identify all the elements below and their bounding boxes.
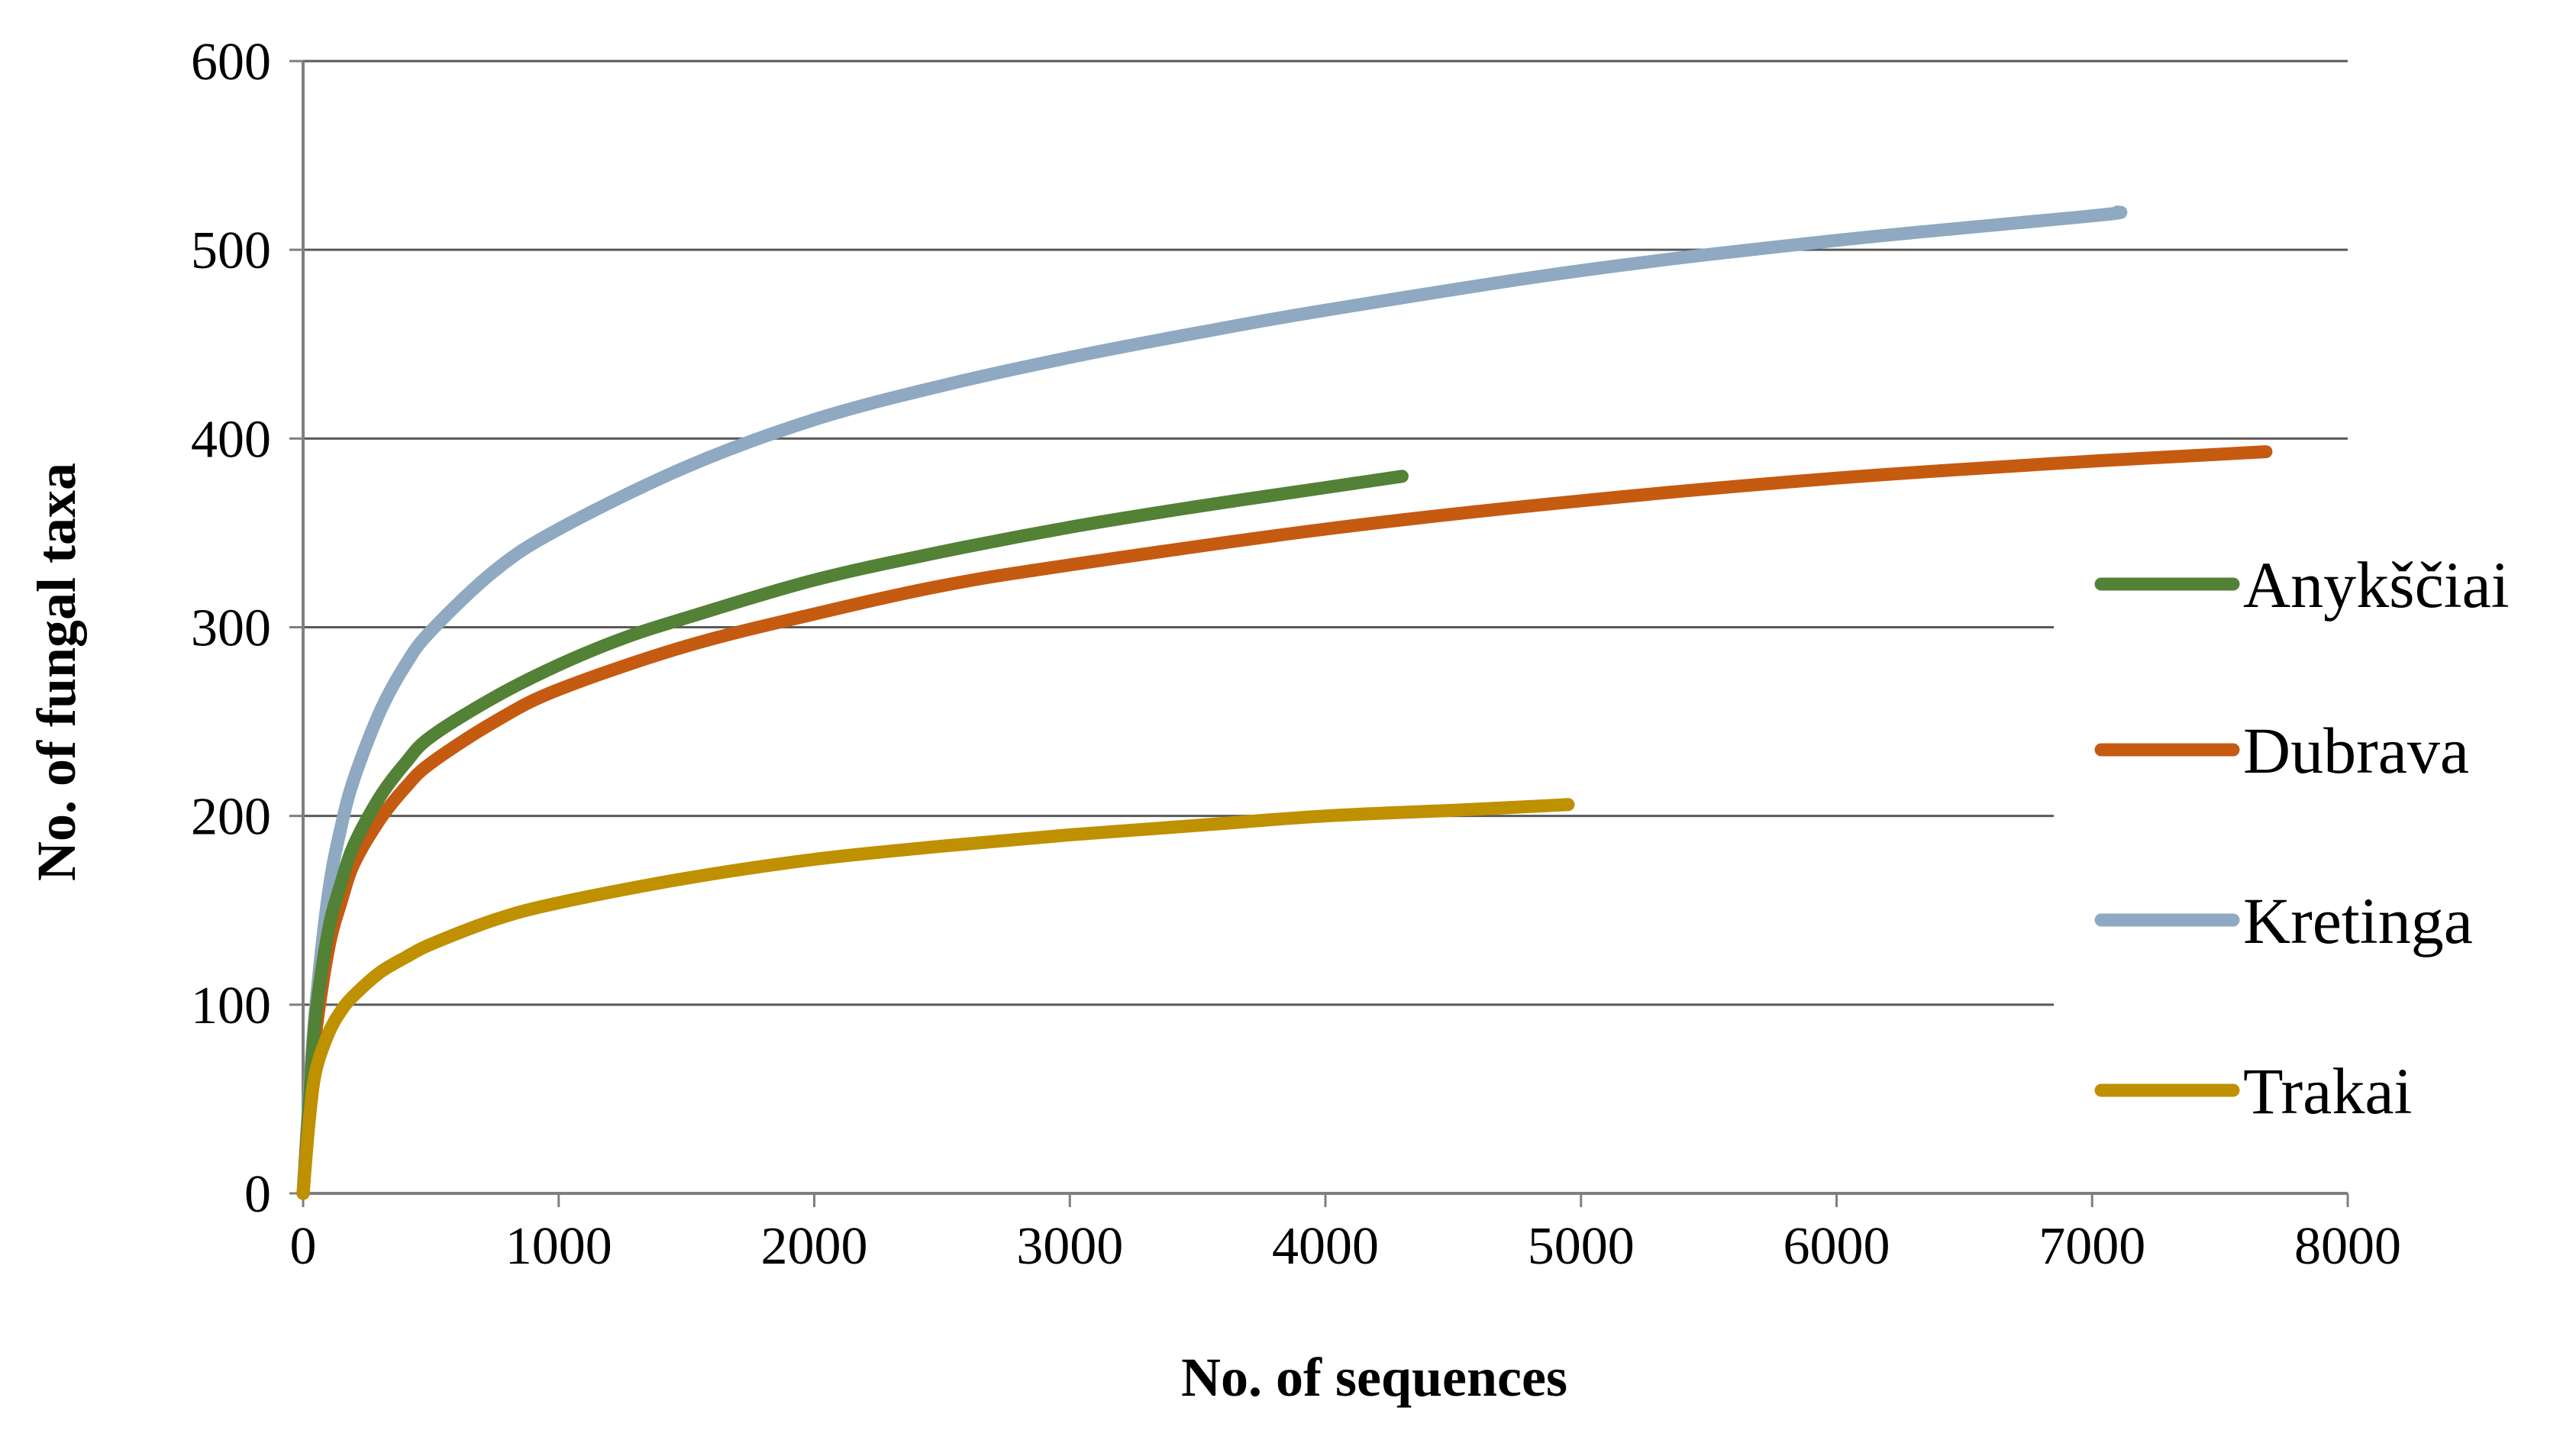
- x-tick-label: 4000: [1272, 1217, 1379, 1276]
- gridlines: [303, 60, 2348, 1006]
- legend-label-kretinga: Kretinga: [2243, 884, 2473, 957]
- x-tick-label: 8000: [2294, 1217, 2401, 1276]
- y-tick-label: 100: [191, 977, 271, 1035]
- legend-label-dubrava: Dubrava: [2243, 714, 2469, 787]
- y-tick-label: 200: [191, 788, 271, 847]
- y-axis-title: No. of fungal taxa: [26, 463, 87, 881]
- y-tick-label: 400: [191, 410, 271, 469]
- series-line-anyksciai: [296, 470, 1409, 1200]
- x-tick-label: 7000: [2039, 1217, 2145, 1276]
- series-line-kretinga: [296, 205, 2128, 1200]
- x-tick-label: 0: [290, 1217, 317, 1276]
- series-line-trakai: [296, 798, 1575, 1200]
- legend-label-anyksciai: Anykščiai: [2243, 548, 2510, 622]
- x-tick-label: 3000: [1016, 1217, 1123, 1276]
- x-axis-title: No. of sequences: [1181, 1347, 1567, 1408]
- y-tick-label: 600: [191, 33, 271, 92]
- legend: Anykščiai Dubrava Kretinga Trakai: [2094, 548, 2510, 1128]
- x-tick-label: 6000: [1784, 1217, 1890, 1276]
- x-tick-label: 1000: [505, 1217, 612, 1276]
- x-tick-label: 2000: [761, 1217, 868, 1276]
- y-tick-label: 300: [191, 599, 271, 658]
- y-tick-label: 0: [244, 1165, 271, 1224]
- data-series: [296, 205, 2273, 1200]
- y-tick-label: 500: [191, 221, 271, 280]
- legend-label-trakai: Trakai: [2243, 1054, 2412, 1128]
- x-tick-label: 5000: [1528, 1217, 1635, 1276]
